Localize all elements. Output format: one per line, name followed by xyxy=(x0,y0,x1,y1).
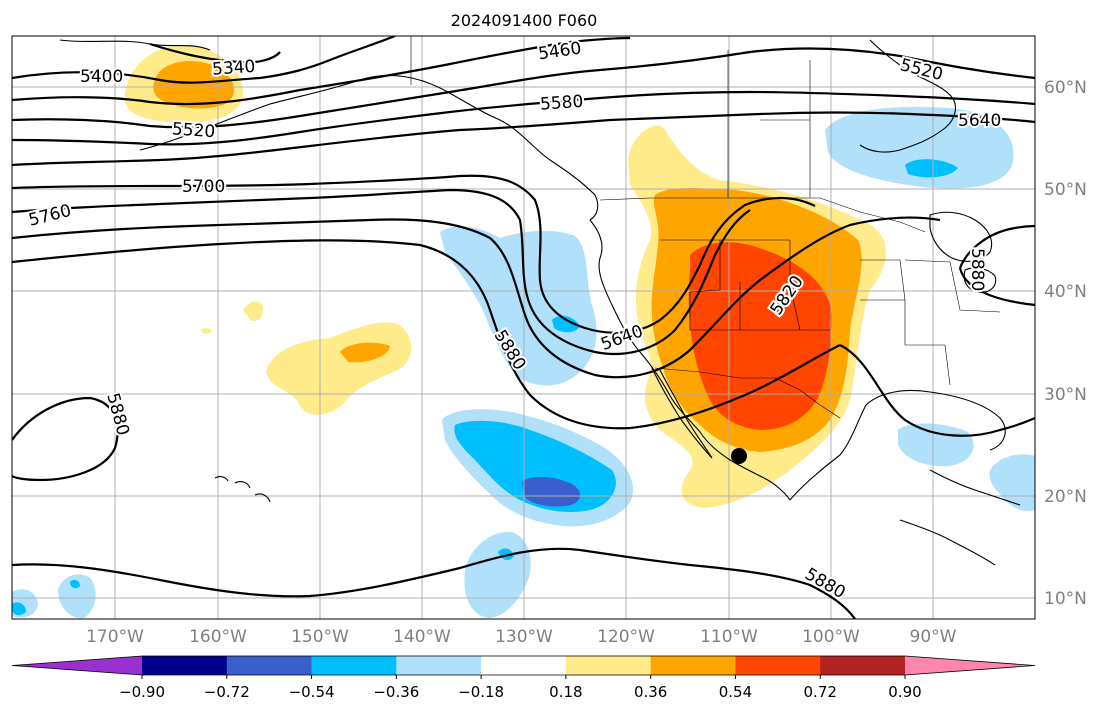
coast-north-america-west xyxy=(589,219,791,501)
chart-title: 2024091400 F060 xyxy=(451,11,598,30)
contour-5880-south xyxy=(12,547,856,619)
contour-5580 xyxy=(12,90,1035,146)
contour-label: 5520 xyxy=(171,119,216,142)
contour-5880-main xyxy=(12,239,841,430)
contour-label: 5640 xyxy=(958,111,1001,131)
anomaly-positive-westus-strong xyxy=(688,242,832,430)
colorbar-segment xyxy=(396,656,482,675)
anomaly-positive-small-2 xyxy=(200,328,212,334)
lon-label: 100°W xyxy=(802,627,860,647)
height-contours xyxy=(12,36,1035,619)
coast-hudson xyxy=(859,39,956,153)
colorbar-tick-label: 0.18 xyxy=(549,683,582,701)
colorbar-segment xyxy=(650,656,736,675)
anomaly-positive-bering-mid xyxy=(153,61,235,109)
contour-5520 xyxy=(12,47,1035,129)
contour-5820 xyxy=(12,216,941,379)
lon-label: 150°W xyxy=(291,627,349,647)
anomaly-negative-caribbean xyxy=(989,454,1035,512)
border-canada-provinces xyxy=(727,50,811,198)
political-borders xyxy=(410,36,1001,419)
colorbar-tick-label: −0.18 xyxy=(458,683,504,701)
lon-label: 130°W xyxy=(495,627,553,647)
anomaly-positive-small-1 xyxy=(243,301,264,322)
longitude-labels: 170°W 160°W 150°W 140°W 130°W 120°W 110°… xyxy=(86,627,957,647)
lat-label: 20°N xyxy=(1044,487,1087,507)
colorbar-segment xyxy=(735,656,821,675)
anomaly-shading xyxy=(12,45,1035,619)
lon-label: 120°W xyxy=(597,627,655,647)
contour-label: 5700 xyxy=(182,177,225,197)
colorbar-segment xyxy=(565,656,652,675)
coast-hawaii xyxy=(214,476,271,503)
colorbar-tick-label: 0.36 xyxy=(634,683,667,701)
lon-label: 160°W xyxy=(189,627,247,647)
colorbar-tick-label: 0.72 xyxy=(804,683,837,701)
colorbar-tick-label: −0.90 xyxy=(119,683,165,701)
colorbar-extend-high xyxy=(905,656,1035,675)
colorbar-tick-label: −0.36 xyxy=(373,683,419,701)
contour-5460 xyxy=(12,36,631,106)
contour-label: 5340 xyxy=(212,57,257,80)
lat-label: 50°N xyxy=(1044,180,1087,200)
lon-label: 140°W xyxy=(393,627,451,647)
lon-label: 110°W xyxy=(700,627,758,647)
contour-5760 xyxy=(12,188,751,356)
anomaly-negative-canada-mid xyxy=(905,159,958,178)
lat-label: 30°N xyxy=(1044,385,1087,405)
contour-5640 xyxy=(12,111,1035,167)
anomaly-negative-eastpac xyxy=(440,226,597,386)
map-frame xyxy=(11,35,1036,620)
lat-label: 40°N xyxy=(1044,282,1087,302)
colorbar-tick-label: −0.72 xyxy=(204,683,250,701)
colorbar-tick-label: 0.90 xyxy=(888,683,921,701)
contour-label: 5400 xyxy=(80,67,123,87)
contour-label: 5880 xyxy=(967,248,987,291)
lon-label: 90°W xyxy=(910,627,957,647)
lon-label: 170°W xyxy=(86,627,144,647)
anomaly-negative-gulf xyxy=(898,423,974,467)
anomaly-positive-centralpac-mid xyxy=(340,342,390,363)
graticule xyxy=(12,36,1035,619)
contour-5880-west xyxy=(12,396,119,482)
colorbar-labels: −0.90 −0.72 −0.54 −0.36 −0.18 0.18 0.36 0.54 0.7… xyxy=(119,675,922,701)
storm-center-marker xyxy=(731,448,747,464)
contour-label: 5580 xyxy=(539,92,584,115)
colorbar-tick-label: −0.54 xyxy=(289,683,335,701)
coast-great-lakes xyxy=(929,211,997,293)
contour-5340 xyxy=(149,42,281,64)
colorbar-segment xyxy=(481,656,567,675)
contour-5640-east xyxy=(958,224,1035,307)
coast-gulf-mexico xyxy=(789,389,1021,566)
colorbar-tick-label: 0.54 xyxy=(719,683,752,701)
contour-5880-east xyxy=(839,344,1035,437)
coast-baja xyxy=(651,367,713,459)
colorbar-segment xyxy=(226,656,313,675)
colorbar-segment xyxy=(311,656,397,675)
anomaly-negative-tropical-2-mid xyxy=(70,579,80,589)
lat-label: 60°N xyxy=(1044,78,1087,98)
latitude-labels: 60°N 50°N 40°N 30°N 20°N 10°N xyxy=(1044,78,1087,609)
anomaly-negative-tropical-2 xyxy=(58,574,96,619)
anomaly-negative-subtroppac-strong xyxy=(522,476,581,507)
lat-label: 10°N xyxy=(1044,589,1087,609)
border-us-mexico xyxy=(654,367,841,419)
colorbar-segment xyxy=(142,656,228,675)
anomaly-negative-canada xyxy=(825,106,1014,189)
colorbar-segment xyxy=(820,656,906,675)
border-states-1 xyxy=(660,239,1001,386)
anomaly-negative-tropical-3-mid xyxy=(12,602,26,616)
contour-5700 xyxy=(12,174,816,334)
colorbar xyxy=(11,655,1036,676)
anomaly-negative-eastpac-mid xyxy=(552,315,580,333)
contour-5400 xyxy=(12,36,396,84)
map-panel xyxy=(11,35,1036,620)
colorbar-extend-low xyxy=(12,656,142,675)
